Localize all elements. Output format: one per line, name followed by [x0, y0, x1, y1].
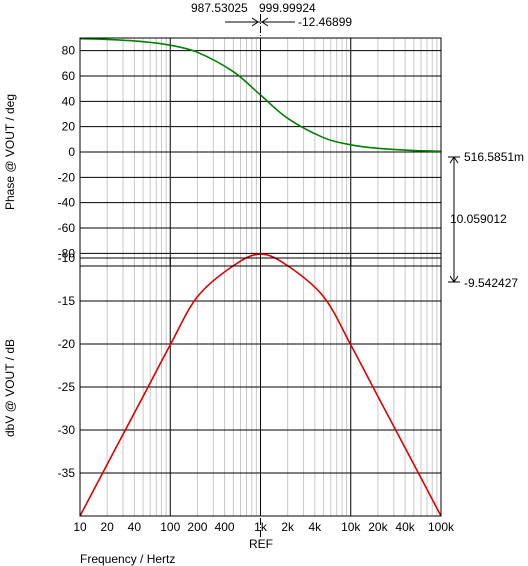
y-tick-label: -10	[58, 251, 76, 265]
y-tick-label: 40	[62, 94, 76, 108]
gain-axis-title: dbV @ VOUT / dB	[3, 339, 17, 437]
y-tick-label: -30	[58, 423, 76, 437]
gain-y-tick-labels: -10 -15 -20 -25 -30 -35	[58, 251, 76, 480]
x-tick-label: 2k	[281, 520, 295, 534]
y-tick-label: 0	[68, 145, 75, 159]
y-cursor-top-value: 516.5851m	[464, 150, 524, 164]
x-tick-label: 4k	[308, 520, 322, 534]
y-tick-label: -40	[58, 196, 76, 210]
x-tick-label: 100	[160, 520, 180, 534]
y-tick-label: -15	[58, 294, 76, 308]
phase-axis-title: Phase @ VOUT / deg	[3, 94, 17, 210]
cursor-ref-label: REF	[249, 537, 273, 551]
cursor-delta-value: -12.46899	[298, 15, 352, 29]
y-tick-label: -60	[58, 221, 76, 235]
x-tick-label: 10	[73, 520, 87, 534]
cursor-delta-arrow	[225, 17, 295, 27]
x-tick-label: 200	[187, 520, 207, 534]
x-tick-labels: 10 20 40 100 200 400 1k 2k 4k 10k 20k 40k 100k	[73, 520, 455, 534]
y-tick-label: -25	[58, 380, 76, 394]
cursor-x-value: 999.99924	[259, 1, 316, 15]
x-tick-label: 10k	[341, 520, 361, 534]
y-tick-label: -20	[58, 170, 76, 184]
x-tick-label: 100k	[428, 520, 455, 534]
y-tick-label: -35	[58, 466, 76, 480]
x-tick-label: 40	[128, 520, 142, 534]
x-axis-title: Frequency / Hertz	[80, 552, 175, 566]
phase-y-tick-labels: 80 60 40 20 0 -20 -40 -60 -80	[58, 44, 76, 261]
y-tick-label: 80	[62, 44, 76, 58]
x-tick-label: 20k	[368, 520, 388, 534]
y-cursor-arrow	[448, 156, 460, 283]
x-tick-label: 40k	[395, 520, 415, 534]
y-tick-label: -20	[58, 337, 76, 351]
y-tick-label: 60	[62, 69, 76, 83]
x-tick-label: 400	[215, 520, 235, 534]
y-tick-label: 20	[62, 120, 76, 134]
phase-grid	[79, 38, 441, 266]
cursor-left-value: 987.53025	[191, 1, 248, 15]
y-tick-label: -80	[58, 246, 76, 260]
y-cursor-delta-value: 10.059012	[450, 212, 507, 226]
x-tick-label: 20	[100, 520, 114, 534]
y-cursor-bottom-value: -9.542427	[464, 276, 518, 290]
